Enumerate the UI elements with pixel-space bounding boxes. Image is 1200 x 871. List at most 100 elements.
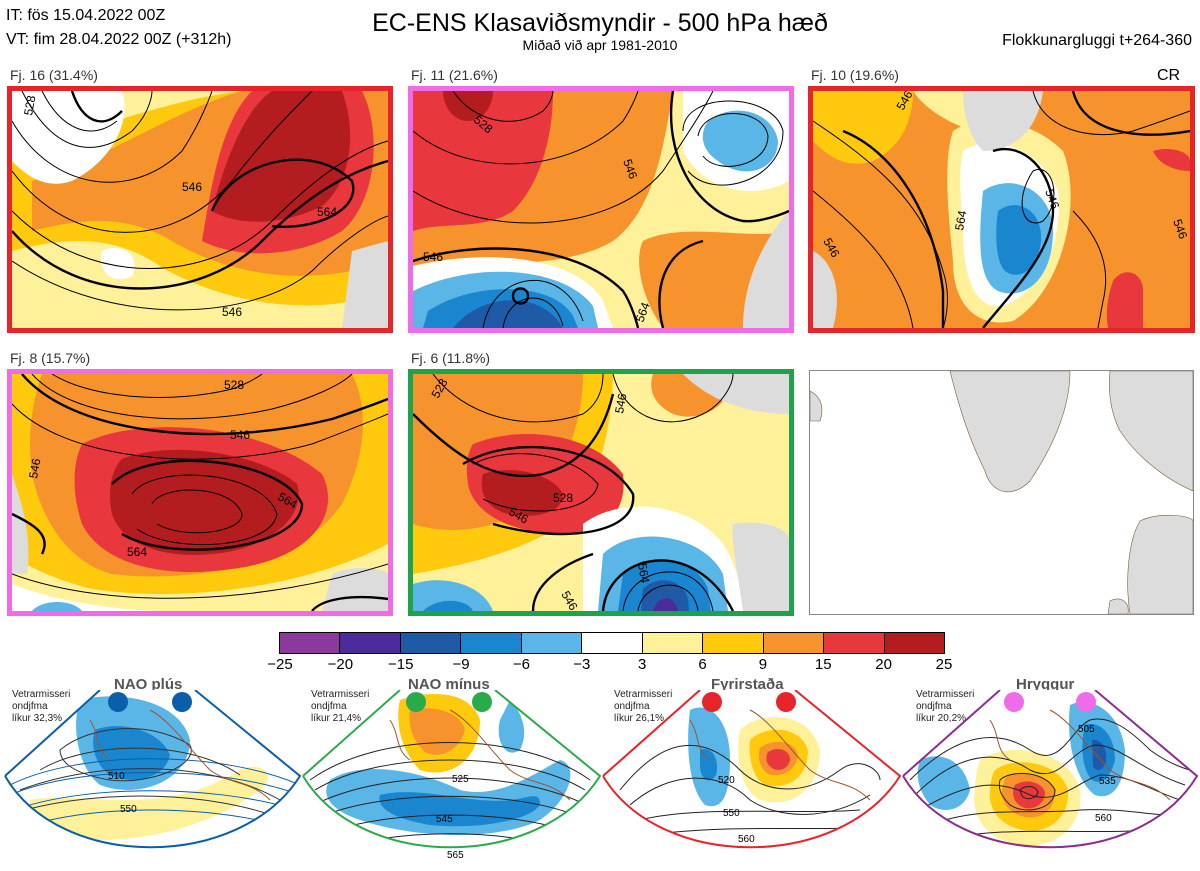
base-map — [809, 370, 1194, 615]
note-line: ondjfma — [916, 701, 952, 712]
panel-2-label: Fj. 11 (21.6%) — [411, 67, 498, 83]
contour-label: 546 — [1170, 217, 1190, 241]
colorbar-tick-label: −6 — [512, 656, 531, 673]
cluster-window: Flokkunargluggi t+264-360 — [1002, 32, 1192, 49]
colorbar-segment — [339, 633, 400, 653]
contour-label: 546 — [230, 428, 250, 442]
regime-1-note: Vetrarmisseri ondjfma líkur 32,3% — [12, 689, 102, 725]
valid-time: VT: fim 28.04.2022 00Z (+312h) — [6, 31, 232, 48]
note-line: líkur 21,4% — [311, 713, 362, 724]
cluster-map-3: 546 546 564 546 546 — [808, 86, 1195, 333]
regime-4-note: Vetrarmisseri ondjfma líkur 20,2% — [916, 689, 1006, 725]
colorbar-segment — [823, 633, 884, 653]
regime-3-dot — [776, 692, 796, 712]
cr-label: CR — [1157, 67, 1181, 84]
regime-3-dot — [702, 692, 722, 712]
regime-maps: 510 550 525 545 565 — [4, 690, 1199, 861]
colorbar-segment — [883, 633, 944, 653]
contour-label: 550 — [723, 808, 740, 819]
colorbar-tick-label: −3 — [573, 656, 591, 673]
contour-label: 546 — [423, 250, 443, 264]
regime-4-dot — [1076, 692, 1096, 712]
cluster-map-4: 528 546 546 564 564 — [7, 369, 393, 616]
regime-2-dot — [406, 692, 426, 712]
note-line: ondjfma — [614, 701, 650, 712]
note-line: líkur 20,2% — [916, 713, 967, 724]
contour-label: 520 — [718, 775, 735, 786]
colorbar-tick-label: 3 — [638, 656, 647, 673]
note-line: Vetrarmisseri — [12, 689, 71, 700]
colorbar-tick-label: 9 — [758, 656, 768, 673]
contour-label: 564 — [127, 545, 147, 559]
contour-label: 525 — [452, 774, 469, 785]
colorbar-tick-label: −20 — [327, 656, 354, 673]
note-line: líkur 32,3% — [12, 713, 63, 724]
page-subtitle: Miðað við apr 1981-2010 — [522, 37, 678, 53]
regime-2-title: NAO mínus — [408, 676, 490, 693]
contour-label: 546 — [612, 392, 629, 414]
colorbar-segment — [702, 633, 763, 653]
regime-3-frame — [602, 690, 902, 849]
contour-label: 528 — [21, 94, 38, 116]
regime-1-dot — [108, 692, 128, 712]
page-title: EC-ENS Klasaviðsmyndir - 500 hPa hæð — [372, 9, 828, 37]
contour-label: 546 — [222, 305, 242, 319]
cluster-map-5: 528 546 546 528 564 546 — [408, 369, 794, 616]
colorbar-tick-label: −25 — [267, 656, 293, 673]
contour-label: 505 — [1078, 724, 1095, 735]
colorbar-segment — [460, 633, 521, 653]
colorbar-segment — [399, 633, 461, 653]
note-line: líkur 26,1% — [614, 713, 665, 724]
contour-label: 565 — [447, 850, 464, 861]
regime-4-map — [903, 690, 1197, 848]
contour-label: 546 — [1042, 187, 1062, 211]
colorbar-segment — [581, 633, 642, 653]
init-time: IT: fös 15.04.2022 00Z — [6, 7, 166, 24]
colorbar-tick-label: −15 — [387, 656, 414, 673]
colorbar-segment — [520, 633, 582, 653]
contour-label: 550 — [120, 804, 137, 815]
contour-label: 545 — [436, 814, 453, 825]
regime-3-map — [603, 690, 900, 848]
contour-label: 546 — [620, 157, 640, 181]
contour-label: 510 — [108, 771, 125, 782]
regime-4-dot — [1004, 692, 1024, 712]
colorbar — [279, 632, 945, 654]
colorbar-tick-label: 6 — [698, 656, 707, 673]
regime-1-map — [5, 690, 300, 848]
colorbar-segment — [641, 633, 703, 653]
contour-label: 564 — [952, 209, 969, 231]
contour-label: 564 — [635, 562, 652, 584]
regime-2-frame — [302, 690, 602, 849]
contour-label: 546 — [26, 457, 43, 479]
regime-3-title: Fyrirstaða — [711, 676, 784, 693]
contour-label: 528 — [553, 491, 573, 505]
regime-4-title: Hryggur — [1016, 676, 1075, 693]
contour-label: 560 — [1095, 813, 1112, 824]
note-line: Vetrarmisseri — [916, 689, 975, 700]
regime-3-note: Vetrarmisseri ondjfma líkur 26,1% — [614, 689, 704, 725]
panel-4-label: Fj. 8 (15.7%) — [10, 350, 91, 366]
panel-5-label: Fj. 6 (11.8%) — [411, 350, 491, 366]
panel-1-label: Fj. 16 (31.4%) — [10, 67, 98, 83]
colorbar-tick-label: 25 — [935, 656, 953, 673]
cluster-map-2: 528 546 546 564 — [408, 86, 794, 333]
regime-2-note: Vetrarmisseri ondjfma líkur 21,4% — [311, 689, 401, 725]
regime-2-dot — [472, 692, 492, 712]
note-line: Vetrarmisseri — [614, 689, 673, 700]
contour-label: 535 — [1099, 776, 1116, 787]
note-line: Vetrarmisseri — [311, 689, 370, 700]
panel-3-label: Fj. 10 (19.6%) — [811, 67, 899, 83]
contour-label: 546 — [182, 180, 202, 194]
note-line: ondjfma — [311, 701, 347, 712]
cluster-map-1: 528 546 564 546 — [7, 86, 393, 333]
regime-1-dot — [172, 692, 192, 712]
regime-1-title: NAO plús — [114, 676, 183, 693]
colorbar-tick-label: 20 — [875, 656, 892, 673]
regime-1-frame — [4, 690, 302, 849]
colorbar-tick-label: 15 — [814, 656, 832, 673]
contour-label: 560 — [738, 834, 755, 845]
colorbar-tick-label: −9 — [452, 656, 470, 673]
contour-label: 528 — [224, 378, 244, 392]
regime-4-frame — [902, 690, 1199, 849]
